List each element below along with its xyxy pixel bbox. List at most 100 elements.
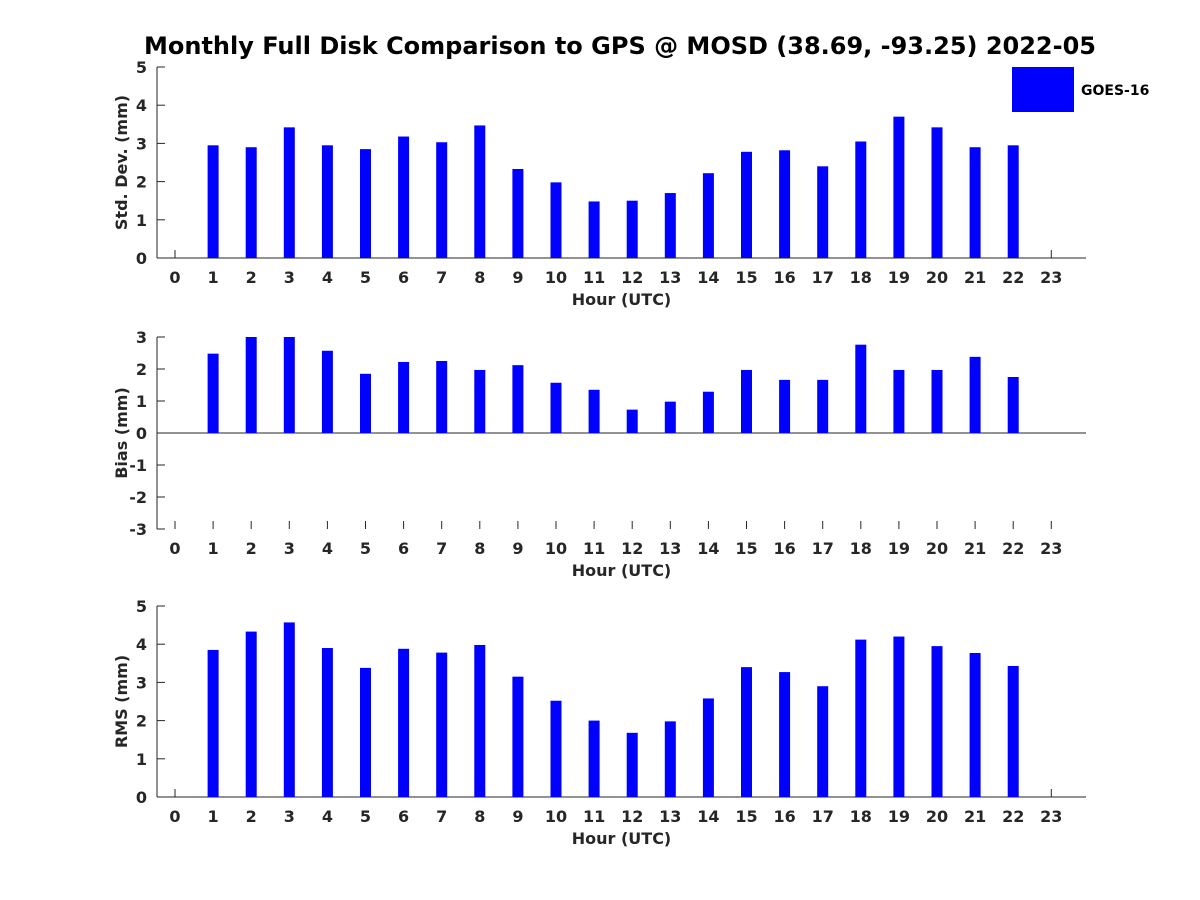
bias-bar-hour-1: [207, 353, 219, 433]
bias-x-tick-label: 15: [735, 539, 757, 558]
rms-bar-hour-19: [893, 636, 905, 797]
bias-x-tick-label: 9: [512, 539, 523, 558]
rms-x-tick-label: 23: [1040, 807, 1062, 826]
stddev-bar-hour-14: [702, 173, 714, 258]
rms-y-tick-label: 0: [136, 788, 147, 807]
rms-bar-hour-12: [626, 732, 638, 797]
stddev-x-tick-label: 19: [888, 268, 910, 287]
bias-x-tick-label: 13: [659, 539, 681, 558]
bias-y-tick-label: 0: [136, 424, 147, 443]
rms-x-tick-label: 11: [583, 807, 605, 826]
stddev-x-tick-label: 6: [398, 268, 409, 287]
stddev-bar-hour-16: [779, 150, 791, 258]
rms-bar-hour-5: [360, 667, 371, 797]
bias-x-tick-label: 14: [697, 539, 719, 558]
rms-x-tick-label: 15: [735, 807, 757, 826]
bias-bar-hour-15: [741, 369, 752, 433]
rms-bar-hour-13: [664, 721, 676, 797]
rms-x-tick-label: 10: [545, 807, 567, 826]
stddev-y-tick-label: 5: [136, 58, 147, 77]
rms-y-tick-label: 3: [136, 673, 147, 692]
stddev-x-tick-label: 5: [360, 268, 371, 287]
bias-y-axis-label: Bias (mm): [112, 387, 131, 479]
stddev-x-tick-label: 0: [169, 268, 180, 287]
rms-bar-hour-15: [741, 667, 752, 797]
bias-x-tick-label: 8: [474, 539, 485, 558]
bias-x-tick-label: 19: [888, 539, 910, 558]
stddev-bar-hour-2: [245, 147, 257, 258]
stddev-x-tick-label: 3: [284, 268, 295, 287]
stddev-bar-hour-4: [321, 145, 333, 258]
bias-bar-hour-3: [283, 337, 295, 433]
rms-bar-hour-18: [855, 639, 867, 797]
chart-title: Monthly Full Disk Comparison to GPS @ MO…: [144, 32, 1096, 60]
bias-bar-hour-20: [931, 369, 943, 433]
bias-bar-hour-11: [588, 389, 600, 433]
stddev-bar-hour-22: [1007, 145, 1019, 258]
legend-label: GOES-16: [1081, 83, 1149, 99]
rms-x-tick-label: 5: [360, 807, 371, 826]
rms-bar-hour-3: [283, 622, 295, 797]
bias-bar-hour-18: [855, 344, 867, 433]
bias-x-tick-label: 11: [583, 539, 605, 558]
bias-bar-hour-13: [664, 401, 676, 433]
stddev-x-tick-label: 18: [850, 268, 872, 287]
bias-x-tick-label: 4: [322, 539, 333, 558]
bias-x-tick-label: 16: [773, 539, 795, 558]
bias-bar-hour-4: [321, 350, 333, 433]
rms-x-tick-label: 7: [436, 807, 447, 826]
bias-x-tick-label: 2: [246, 539, 257, 558]
rms-y-tick-label: 1: [136, 750, 147, 769]
stddev-x-axis-label: Hour (UTC): [572, 290, 672, 309]
rms-x-tick-label: 16: [773, 807, 795, 826]
bias-x-tick-label: 12: [621, 539, 643, 558]
bias-bar-hour-7: [436, 361, 448, 433]
bias-x-tick-label: 20: [926, 539, 948, 558]
bias-x-tick-label: 10: [545, 539, 567, 558]
rms-x-tick-label: 0: [169, 807, 180, 826]
stddev-x-tick-label: 7: [436, 268, 447, 287]
rms-x-tick-label: 22: [1002, 807, 1024, 826]
rms-x-tick-label: 9: [512, 807, 523, 826]
bias-x-tick-label: 5: [360, 539, 371, 558]
stddev-x-tick-label: 23: [1040, 268, 1062, 287]
stddev-bar-hour-6: [398, 136, 410, 258]
rms-bar-hour-16: [779, 672, 791, 797]
bias-bar-hour-14: [702, 391, 714, 433]
rms-x-tick-label: 20: [926, 807, 948, 826]
stddev-x-tick-label: 9: [512, 268, 523, 287]
stddev-x-tick-label: 8: [474, 268, 485, 287]
rms-x-tick-label: 19: [888, 807, 910, 826]
bias-y-tick-label: -2: [129, 488, 147, 507]
stddev-bar-hour-3: [283, 127, 295, 258]
stddev-x-tick-label: 2: [246, 268, 257, 287]
stddev-bar-hour-10: [550, 182, 562, 258]
bias-bar-hour-10: [550, 382, 562, 433]
stddev-x-tick-label: 14: [697, 268, 719, 287]
stddev-bar-hour-5: [360, 149, 371, 258]
bias-y-tick-label: 3: [136, 328, 147, 347]
bias-bar-hour-2: [245, 337, 257, 433]
stddev-bar-hour-7: [436, 142, 448, 258]
stddev-x-tick-label: 15: [735, 268, 757, 287]
rms-x-tick-label: 12: [621, 807, 643, 826]
bias-bar-hour-21: [969, 356, 981, 433]
bias-x-tick-label: 23: [1040, 539, 1062, 558]
rms-bar-hour-21: [969, 652, 981, 797]
rms-bar-hour-14: [702, 698, 714, 797]
stddev-bar-hour-9: [512, 168, 524, 258]
stddev-bar-hour-21: [969, 147, 981, 258]
stddev-x-tick-label: 13: [659, 268, 681, 287]
rms-x-tick-label: 18: [850, 807, 872, 826]
stddev-bar-hour-8: [474, 125, 486, 258]
rms-bar-hour-6: [398, 648, 410, 797]
bias-y-tick-label: 1: [136, 392, 147, 411]
stddev-y-tick-label: 2: [136, 173, 147, 192]
rms-y-tick-label: 2: [136, 712, 147, 731]
stddev-x-tick-label: 1: [208, 268, 219, 287]
rms-x-tick-label: 21: [964, 807, 986, 826]
rms-bar-hour-4: [321, 648, 333, 797]
